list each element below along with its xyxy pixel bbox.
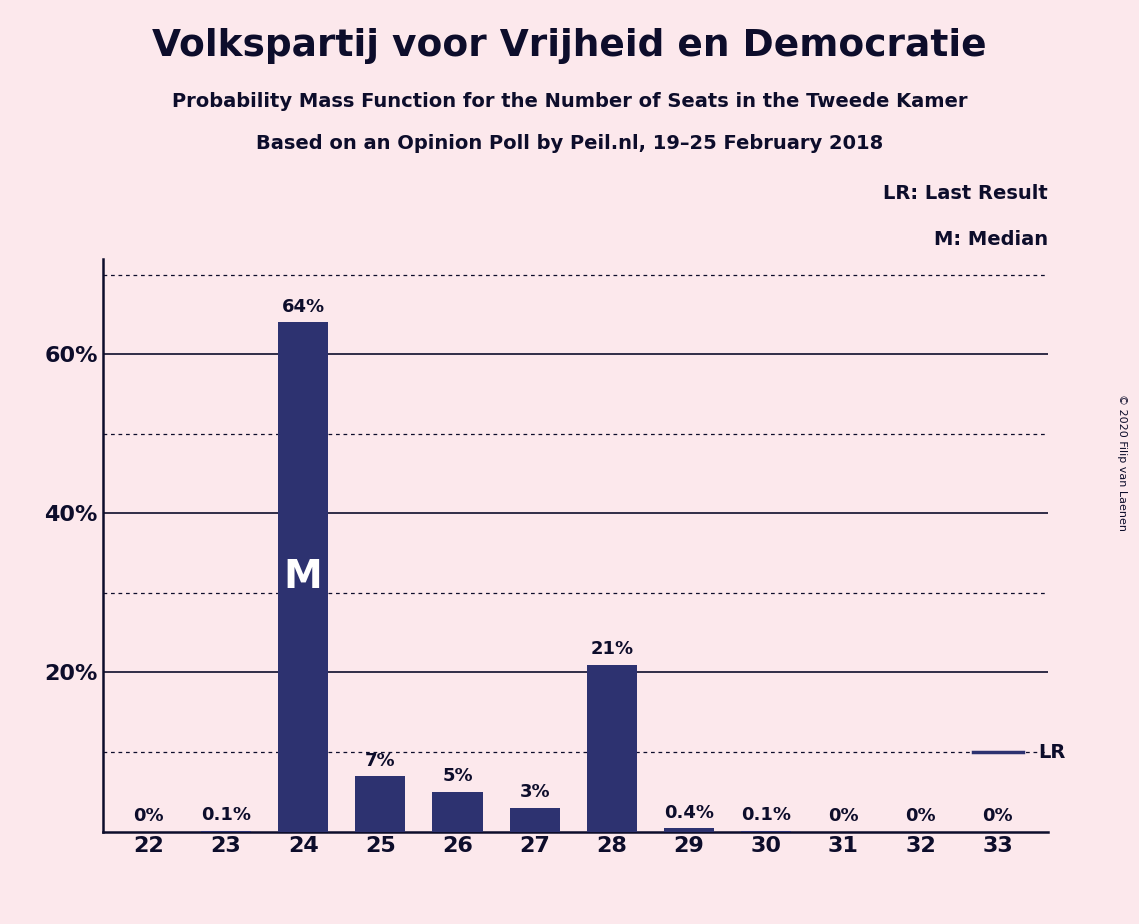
- Text: 0.1%: 0.1%: [200, 807, 251, 824]
- Text: 0%: 0%: [906, 808, 936, 825]
- Text: LR: Last Result: LR: Last Result: [883, 184, 1048, 203]
- Text: M: M: [284, 558, 322, 596]
- Text: © 2020 Filip van Laenen: © 2020 Filip van Laenen: [1117, 394, 1126, 530]
- Bar: [433, 792, 483, 832]
- Text: 5%: 5%: [442, 768, 473, 785]
- Text: 21%: 21%: [590, 640, 633, 658]
- Text: Volkspartij voor Vrijheid en Democratie: Volkspartij voor Vrijheid en Democratie: [153, 28, 986, 64]
- Text: 3%: 3%: [519, 784, 550, 801]
- Text: 7%: 7%: [364, 751, 395, 770]
- Text: LR: LR: [1038, 743, 1065, 761]
- Bar: [509, 808, 559, 832]
- Text: M: Median: M: Median: [934, 230, 1048, 249]
- Text: 0%: 0%: [983, 808, 1013, 825]
- Text: Based on an Opinion Poll by Peil.nl, 19–25 February 2018: Based on an Opinion Poll by Peil.nl, 19–…: [256, 134, 883, 153]
- Bar: [278, 322, 328, 832]
- Bar: [664, 829, 714, 832]
- Text: 0%: 0%: [133, 808, 164, 825]
- Bar: [355, 776, 405, 832]
- Text: Probability Mass Function for the Number of Seats in the Tweede Kamer: Probability Mass Function for the Number…: [172, 92, 967, 112]
- Text: 64%: 64%: [281, 298, 325, 316]
- Text: 0.1%: 0.1%: [741, 807, 792, 824]
- Text: 0%: 0%: [828, 808, 859, 825]
- Text: 0.4%: 0.4%: [664, 804, 714, 822]
- Bar: [587, 664, 637, 832]
